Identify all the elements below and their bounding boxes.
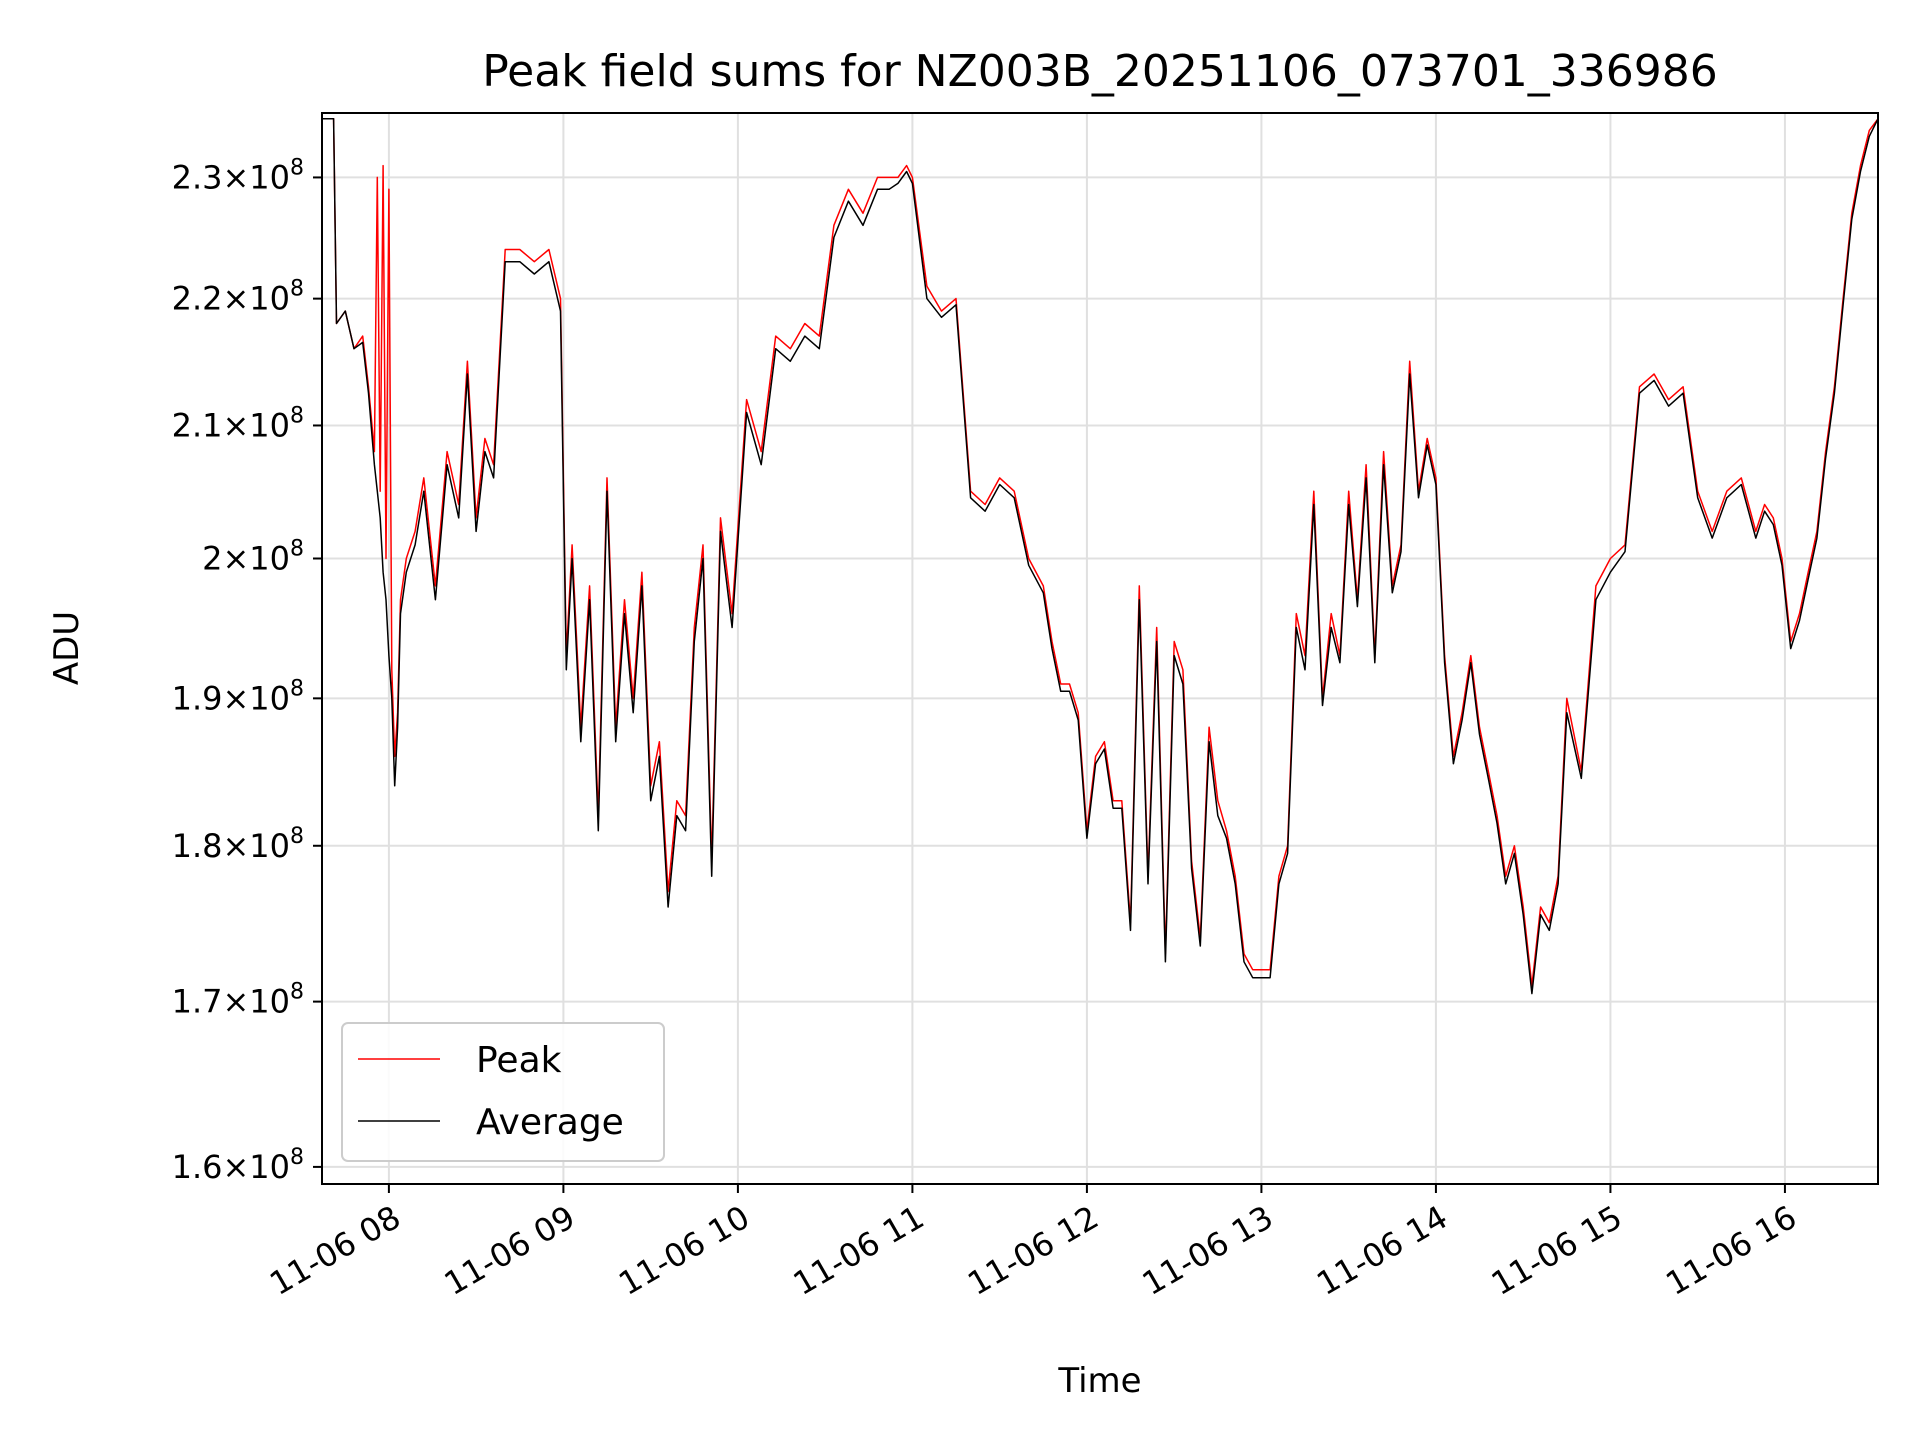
y-tick-exponent: 8 — [290, 676, 304, 701]
y-tick-label: 2.2×108 — [172, 277, 304, 318]
series-line-average — [322, 118, 1878, 995]
legend-label-peak: Peak — [476, 1040, 562, 1081]
y-tick-exponent: 8 — [290, 403, 304, 428]
y-tick-label: 1.6×108 — [172, 1145, 304, 1186]
y-tick-exponent: 8 — [290, 536, 304, 561]
legend: Peak Average — [341, 1022, 665, 1162]
plot-area — [322, 118, 1878, 995]
y-tick-label: 1.9×108 — [172, 676, 304, 717]
grid — [322, 113, 1878, 1184]
plot-frame — [321, 112, 1879, 1185]
y-tick-label: 2×108 — [202, 536, 304, 577]
legend-box — [341, 1022, 665, 1162]
legend-label-average: Average — [476, 1102, 624, 1143]
y-axis-label: ADU — [47, 611, 87, 685]
y-tick-exponent: 8 — [290, 980, 304, 1005]
y-tick-exponent: 8 — [290, 155, 304, 180]
chart-title: Peak field sums for NZ003B_20251106_0737… — [482, 46, 1718, 97]
y-tick-exponent: 8 — [290, 824, 304, 849]
y-tick-label: 2.3×108 — [172, 155, 304, 196]
y-tick-label: 1.7×108 — [172, 980, 304, 1021]
y-tick-label: 1.8×108 — [172, 824, 304, 865]
y-tick-exponent: 8 — [290, 277, 304, 302]
y-tick-label: 2.1×108 — [172, 403, 304, 444]
y-tick-exponent: 8 — [290, 1145, 304, 1170]
y-axis: 1.6×108 1.7×108 1.8×108 1.9×108 2×108 2.1×108… — [172, 155, 322, 1186]
x-axis-label: Time — [1057, 1361, 1141, 1401]
